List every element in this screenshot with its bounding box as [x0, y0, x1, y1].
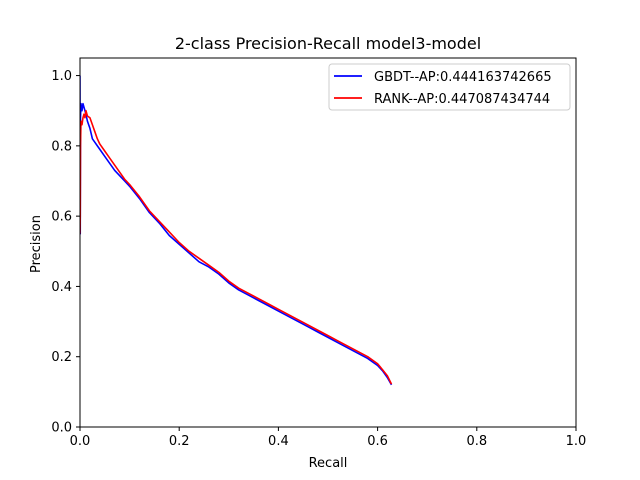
x-tick-label: 0.0: [70, 434, 91, 449]
y-tick-label: 0.6: [51, 210, 72, 225]
y-tick-label: 0.4: [51, 280, 72, 295]
x-axis-label: Recall: [309, 456, 348, 471]
legend-entry-label: GBDT--AP:0.444163742665: [374, 70, 552, 85]
series-line-rank: [80, 109, 393, 385]
legend-entry-label: RANK--AP:0.447087434744: [374, 92, 550, 107]
y-tick-label: 0.0: [51, 421, 72, 436]
axes-frame: [79, 57, 577, 428]
x-tick-label: 0.2: [169, 434, 190, 449]
x-tick-label: 0.6: [367, 434, 388, 449]
legend-box: [328, 63, 571, 111]
x-tick-label: 1.0: [566, 434, 587, 449]
chart-title: 2-class Precision-Recall model3-model: [175, 34, 481, 53]
y-tick-label: 0.8: [51, 139, 72, 154]
legend: GBDT--AP:0.444163742665 RANK--AP:0.447087…: [328, 63, 571, 111]
x-tick-label: 0.4: [268, 434, 289, 449]
y-tick-label: 0.2: [51, 350, 72, 365]
plot-area: 0.0 0.2 0.4 0.6 0.8 1.0 0.0 0.2 0.4 0.6 0.8 1.0: [51, 57, 587, 449]
y-axis-label: Precision: [29, 215, 44, 273]
y-tick-label: 1.0: [51, 69, 72, 84]
x-tick-label: 0.8: [466, 434, 487, 449]
